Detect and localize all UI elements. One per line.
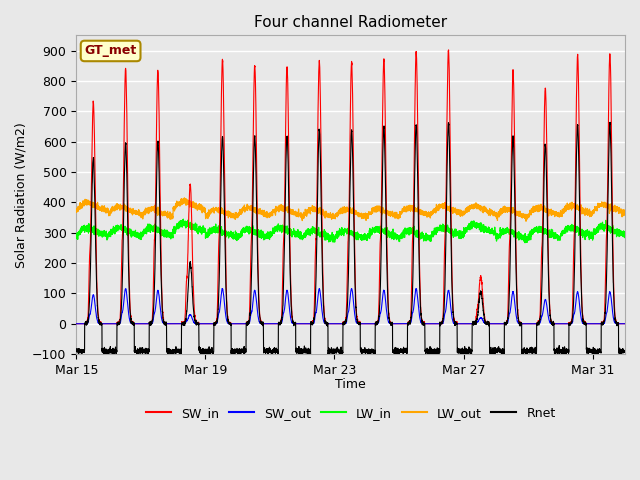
Y-axis label: Solar Radiation (W/m2): Solar Radiation (W/m2)	[15, 122, 28, 267]
Text: GT_met: GT_met	[84, 45, 137, 58]
Title: Four channel Radiometer: Four channel Radiometer	[254, 15, 447, 30]
Legend: SW_in, SW_out, LW_in, LW_out, Rnet: SW_in, SW_out, LW_in, LW_out, Rnet	[141, 402, 561, 425]
X-axis label: Time: Time	[335, 378, 366, 391]
